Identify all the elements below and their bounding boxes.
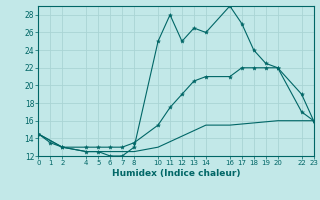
- X-axis label: Humidex (Indice chaleur): Humidex (Indice chaleur): [112, 169, 240, 178]
